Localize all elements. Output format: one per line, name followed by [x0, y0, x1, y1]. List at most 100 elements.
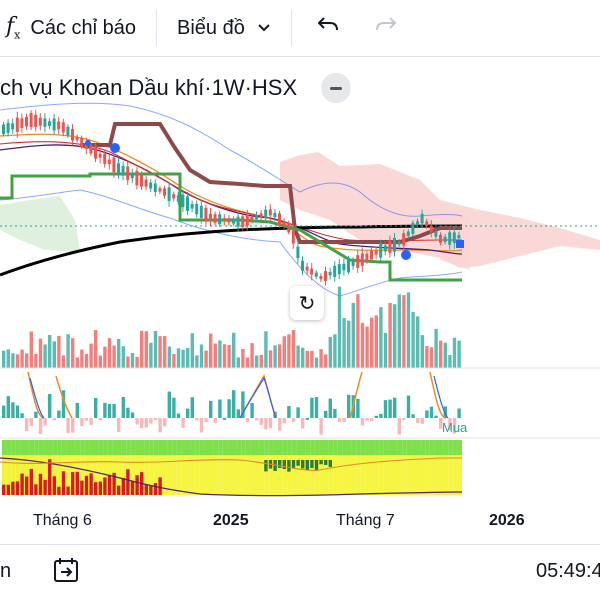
undo-icon[interactable] [316, 14, 340, 42]
reset-chart-icon[interactable]: ↻ [290, 286, 324, 320]
heat-cell [186, 455, 191, 495]
volume-bar [393, 304, 397, 368]
oscillator-bar [291, 418, 296, 422]
heat-cell [268, 455, 274, 495]
heat-bar [75, 471, 79, 495]
oscillator-bar [356, 398, 360, 418]
heat-cell [416, 455, 421, 495]
oscillator-bar [393, 397, 397, 418]
heat-cell [282, 440, 288, 455]
volume-bar [328, 336, 332, 368]
heat-cell [250, 455, 255, 495]
heat-cell [144, 455, 150, 495]
candle-body [250, 216, 254, 221]
go-to-date-icon[interactable] [52, 556, 80, 589]
candle-body [48, 121, 51, 126]
heat-cell [278, 440, 283, 455]
heat-bar [15, 481, 20, 495]
heat-cell [135, 440, 140, 455]
volume-bar [227, 345, 231, 368]
legend-separator: · [204, 75, 212, 100]
symbol-legend[interactable]: ch vụ Khoan Dầu khí · 1W · HSX [0, 72, 352, 104]
heat-cell [84, 440, 90, 455]
volume-bar [420, 335, 424, 368]
chart-canvas[interactable]: Mua [0, 100, 600, 500]
range-button[interactable]: n [0, 560, 12, 582]
time-axis[interactable]: Tháng 6 2025 Tháng 7 2026 [0, 500, 600, 544]
heat-bar [305, 460, 309, 471]
volume-bar [89, 343, 93, 368]
redo-icon[interactable] [374, 14, 398, 42]
volume-bar [11, 353, 15, 368]
heat-cell [374, 455, 380, 495]
candle-body [236, 216, 240, 227]
volume-bar [167, 346, 171, 368]
heat-cell [328, 440, 334, 455]
oscillator-bar [337, 418, 342, 422]
volume-bar [222, 344, 227, 368]
heat-bar [121, 477, 125, 495]
volume-bar [374, 315, 378, 368]
volume-bar [264, 331, 268, 368]
heat-cell [34, 455, 39, 495]
heat-cell [11, 455, 16, 495]
candle-body [245, 214, 249, 226]
fx-icon: fx [6, 14, 21, 42]
heat-cell [195, 455, 200, 495]
candle-body [383, 245, 387, 252]
volume-bar [291, 330, 296, 368]
heat-bar [328, 460, 332, 468]
oscillator-bar [416, 418, 420, 424]
heat-bar [291, 460, 296, 468]
volume-bar [25, 353, 29, 368]
heat-cell [25, 455, 30, 495]
candle-body [333, 265, 337, 277]
volume-bar [209, 333, 213, 368]
candle-body [291, 229, 295, 244]
oscillator-bar [20, 413, 24, 418]
oscillator-bar [163, 418, 167, 427]
oscillator-bar [255, 418, 259, 421]
oscillator-bar [342, 418, 346, 423]
heat-cell [452, 440, 458, 455]
oscillator-bar [25, 418, 29, 431]
heat-cell [227, 455, 232, 495]
heat-cell [278, 455, 283, 495]
indicators-button[interactable]: fx Các chỉ báo [0, 0, 136, 56]
candle-body [190, 204, 194, 209]
chevron-down-icon [257, 20, 271, 36]
candle-body [66, 126, 70, 136]
heat-cell [29, 440, 35, 455]
oscillator-bar [457, 408, 461, 418]
oscillator-bar [425, 410, 429, 418]
volume-bar [296, 345, 300, 368]
heat-cell [163, 455, 168, 495]
heat-cell [310, 455, 315, 495]
candle-body [172, 194, 176, 199]
oscillator-bar [264, 418, 268, 430]
time-axis-label: Tháng 7 [336, 512, 395, 529]
heat-bar [296, 460, 300, 466]
candle-body [255, 214, 258, 220]
heat-bar [103, 477, 107, 495]
oscillator-bar [324, 410, 328, 418]
chart-type-button[interactable]: Biểu đồ [177, 0, 271, 56]
volume-bar [365, 326, 369, 368]
volume-bars [2, 286, 461, 368]
heat-line-orange [0, 457, 462, 471]
oscillator-bar [305, 417, 309, 420]
oscillator-bar [301, 418, 305, 429]
heat-cell [232, 440, 237, 455]
heat-cell [356, 455, 361, 495]
indicators-label: Các chỉ báo [30, 16, 136, 39]
heat-cell [388, 455, 393, 495]
minus-icon[interactable] [321, 73, 352, 103]
candle-body [356, 255, 360, 268]
heat-cell [236, 440, 242, 455]
heat-cell [130, 440, 136, 455]
oscillator-bar [167, 391, 171, 418]
heat-cell [439, 440, 444, 455]
candle-body [121, 166, 125, 176]
volume-bar [112, 345, 116, 368]
oscillator-bar [2, 405, 6, 418]
